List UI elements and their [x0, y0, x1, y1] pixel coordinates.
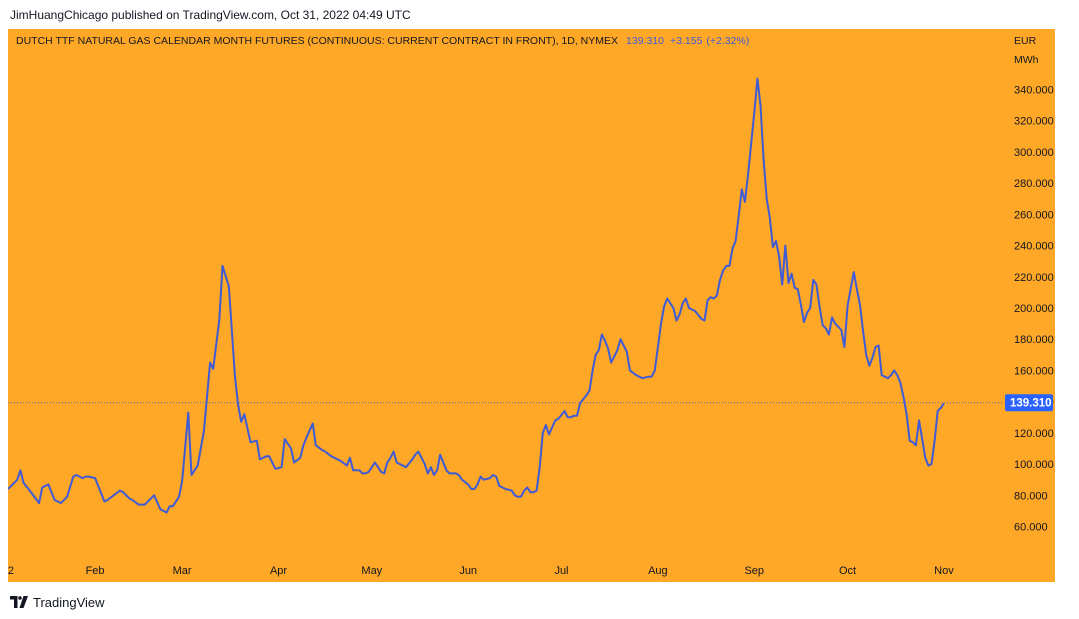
x-tick-label: Sep	[744, 565, 764, 577]
chart-title-group: DUTCH TTF NATURAL GAS CALENDAR MONTH FUT…	[16, 35, 749, 47]
chart-area[interactable]: DUTCH TTF NATURAL GAS CALENDAR MONTH FUT…	[8, 29, 1055, 582]
x-tick-label: May	[361, 565, 382, 577]
y-tick-label: 200.000	[1014, 303, 1054, 315]
y-tick-label: 260.000	[1014, 209, 1054, 221]
price-series-line	[8, 77, 945, 514]
title-last-price: 139.310	[626, 35, 664, 47]
chart-svg[interactable]: DUTCH TTF NATURAL GAS CALENDAR MONTH FUT…	[8, 29, 1055, 582]
y-tick-label: 60.000	[1014, 522, 1048, 534]
y-axis-unit-top: EUR	[1014, 35, 1037, 47]
x-tick-label: Jun	[459, 565, 477, 577]
y-tick-label: 300.000	[1014, 147, 1054, 159]
last-price-label-text: 139.310	[1010, 398, 1052, 410]
y-axis-ticks: 60.00080.000100.000120.000140.000160.000…	[1014, 85, 1054, 534]
x-tick-label: Nov	[934, 565, 954, 577]
x-tick-label: Apr	[270, 565, 287, 577]
x-tick-label: Jul	[554, 565, 568, 577]
tradingview-logo-icon	[10, 596, 28, 608]
y-tick-label: 240.000	[1014, 241, 1054, 253]
title-change: +3.155	[670, 35, 703, 47]
y-tick-label: 220.000	[1014, 272, 1054, 284]
x-tick-label: Aug	[648, 565, 668, 577]
chart-title: DUTCH TTF NATURAL GAS CALENDAR MONTH FUT…	[16, 35, 618, 47]
title-change-percent: (+2.32%)	[706, 35, 749, 47]
tradingview-logo[interactable]: TradingView	[10, 593, 105, 611]
y-tick-label: 80.000	[1014, 490, 1048, 502]
y-tick-label: 320.000	[1014, 116, 1054, 128]
x-tick-label: Mar	[173, 565, 192, 577]
y-tick-label: 180.000	[1014, 334, 1054, 346]
last-price-label: 139.310	[1005, 394, 1053, 412]
y-tick-label: 160.000	[1014, 365, 1054, 377]
tradingview-brand: TradingView	[33, 594, 105, 610]
x-tick-label: 22	[8, 565, 14, 577]
y-tick-label: 120.000	[1014, 428, 1054, 440]
x-axis-ticks: 22 Feb Mar Apr May Jun Jul Aug Sep Oct Nov	[8, 565, 954, 577]
x-tick-label: Oct	[839, 565, 856, 577]
x-tick-label: Feb	[86, 565, 105, 577]
published-by-text: JimHuangChicago published on TradingView…	[10, 8, 411, 22]
y-tick-label: 280.000	[1014, 178, 1054, 190]
y-tick-label: 340.000	[1014, 85, 1054, 97]
y-axis-unit-bottom: MWh	[1014, 54, 1039, 66]
last-price-label-bg	[1005, 394, 1053, 412]
y-tick-label: 100.000	[1014, 459, 1054, 471]
